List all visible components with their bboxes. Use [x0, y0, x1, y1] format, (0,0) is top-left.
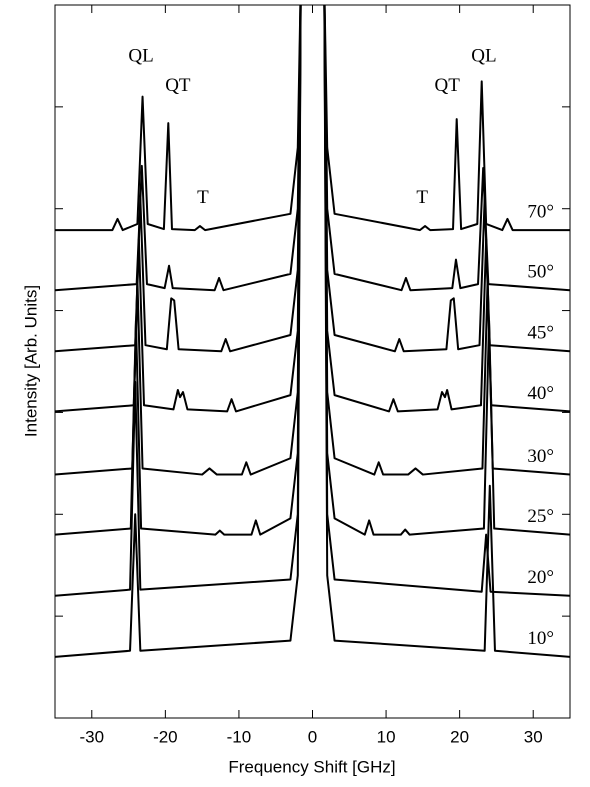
annotation: QL — [128, 45, 153, 66]
spectrum-line — [55, 5, 570, 536]
annotation: T — [197, 187, 209, 208]
annotation: QL — [471, 45, 496, 66]
spectrum-line — [55, 5, 570, 476]
spectrum-line — [55, 5, 570, 413]
series-label: 50° — [527, 262, 554, 283]
series-label: 70° — [527, 201, 554, 222]
series-label: 20° — [527, 567, 554, 588]
spectrum-line — [55, 5, 570, 232]
x-tick-label: 30 — [524, 727, 543, 746]
traces — [55, 5, 570, 658]
spectrum-line — [55, 5, 570, 658]
y-axis-label: Intensity [Arb. Units] — [21, 285, 40, 437]
annotation: QT — [165, 75, 191, 96]
series-label: 25° — [527, 506, 554, 527]
spectrum-line — [55, 5, 570, 292]
series-label: 30° — [527, 446, 554, 467]
x-tick-label: 10 — [377, 727, 396, 746]
x-tick-label: 20 — [450, 727, 469, 746]
x-tick-label: -30 — [79, 727, 104, 746]
annotation: QT — [434, 75, 460, 96]
x-axis-label: Frequency Shift [GHz] — [228, 757, 395, 776]
x-tick-label: 0 — [308, 727, 317, 746]
annotation: T — [416, 187, 428, 208]
series-label: 40° — [527, 383, 554, 404]
x-tick-label: -20 — [153, 727, 178, 746]
spectrum-line — [55, 5, 570, 353]
x-tick-label: -10 — [227, 727, 252, 746]
series-label: 10° — [527, 628, 554, 649]
series-label: 45° — [527, 323, 554, 344]
